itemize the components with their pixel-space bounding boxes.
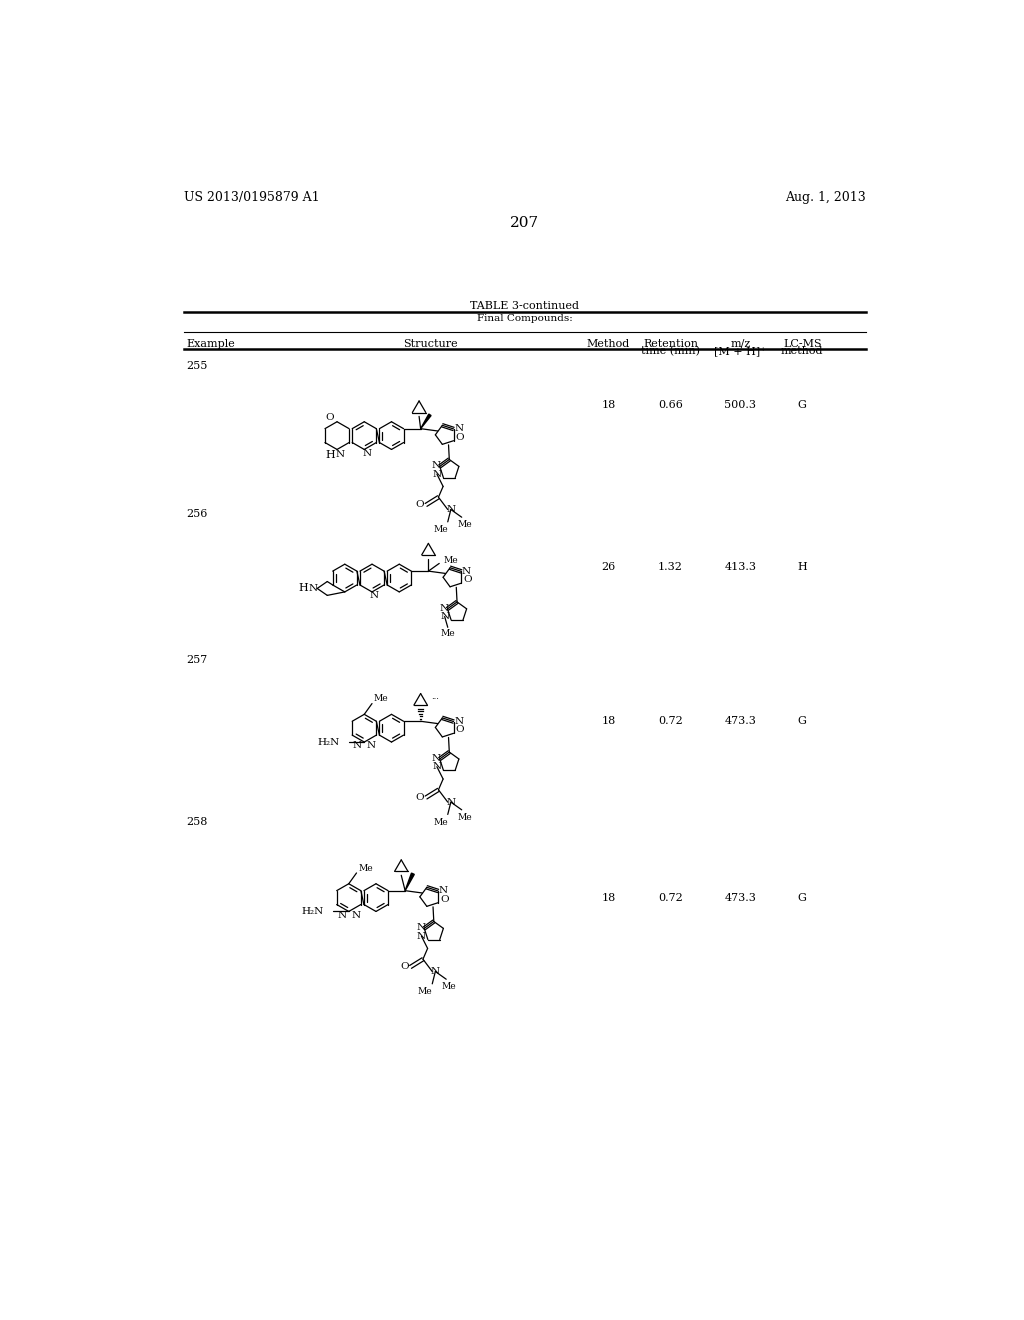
Text: N: N [431, 754, 440, 763]
Text: G: G [798, 400, 807, 409]
Text: 207: 207 [510, 216, 540, 230]
Text: G: G [798, 715, 807, 726]
Text: Method: Method [587, 339, 630, 350]
Text: Me: Me [443, 556, 459, 565]
Text: 26: 26 [601, 561, 615, 572]
Text: Structure: Structure [402, 339, 458, 350]
Text: method: method [781, 346, 823, 356]
Text: 255: 255 [186, 360, 208, 371]
Text: 256: 256 [186, 508, 208, 519]
Text: N: N [416, 923, 425, 932]
Text: 473.3: 473.3 [724, 892, 756, 903]
Text: 0.66: 0.66 [658, 400, 683, 409]
Text: N: N [446, 797, 456, 807]
Text: 500.3: 500.3 [724, 400, 757, 409]
Text: 257: 257 [186, 655, 208, 665]
Text: Me: Me [418, 987, 432, 997]
Text: O: O [464, 576, 472, 583]
Text: 18: 18 [601, 400, 615, 409]
Text: O: O [400, 962, 409, 972]
Text: Me: Me [458, 813, 472, 822]
Text: N: N [462, 566, 471, 576]
Text: G: G [798, 892, 807, 903]
Text: N: N [454, 424, 463, 433]
Text: Retention: Retention [643, 339, 698, 348]
Text: N: N [362, 449, 371, 458]
Text: N: N [432, 470, 441, 479]
Text: 258: 258 [186, 817, 208, 826]
Text: m/z: m/z [730, 339, 751, 348]
Text: Me: Me [358, 863, 373, 873]
Text: Me: Me [374, 694, 388, 704]
Text: N: N [417, 932, 426, 941]
Text: O: O [456, 433, 465, 442]
Text: N: N [336, 450, 345, 459]
Text: N: N [446, 506, 456, 513]
Text: H: H [326, 450, 336, 459]
Text: N: N [337, 911, 346, 920]
Text: N: N [352, 742, 361, 750]
Text: N: N [440, 612, 450, 620]
Text: N: N [309, 583, 317, 593]
Text: N: N [454, 717, 463, 726]
Text: N: N [431, 968, 440, 975]
Text: N: N [351, 911, 360, 920]
Text: Final Compounds:: Final Compounds: [477, 314, 572, 323]
Text: Aug. 1, 2013: Aug. 1, 2013 [785, 191, 866, 203]
Text: H₂N: H₂N [302, 907, 324, 916]
Text: Me: Me [433, 525, 449, 535]
Text: 413.3: 413.3 [724, 561, 757, 572]
Text: N: N [370, 591, 379, 601]
Text: 18: 18 [601, 715, 615, 726]
Text: H: H [298, 583, 308, 594]
Text: 0.72: 0.72 [658, 715, 683, 726]
Text: N: N [367, 742, 376, 750]
Text: O: O [416, 500, 424, 510]
Text: O: O [416, 793, 424, 803]
Text: N: N [438, 886, 447, 895]
Text: Me: Me [442, 982, 457, 991]
Text: 0.72: 0.72 [658, 892, 683, 903]
Text: 473.3: 473.3 [724, 715, 756, 726]
Polygon shape [406, 873, 415, 891]
Text: Example: Example [186, 339, 234, 350]
Text: US 2013/0195879 A1: US 2013/0195879 A1 [183, 191, 319, 203]
Text: ...: ... [431, 693, 439, 701]
Text: N: N [439, 603, 449, 612]
Text: H: H [798, 561, 807, 572]
Text: 18: 18 [601, 892, 615, 903]
Text: O: O [456, 725, 465, 734]
Polygon shape [421, 414, 431, 429]
Text: Me: Me [433, 817, 449, 826]
Text: Me: Me [458, 520, 472, 529]
Text: time (min): time (min) [641, 346, 700, 356]
Text: Me: Me [440, 630, 455, 638]
Text: LC-MS: LC-MS [783, 339, 821, 348]
Text: H₂N: H₂N [317, 738, 340, 747]
Text: [M + H]⁺: [M + H]⁺ [715, 346, 766, 356]
Text: 1.32: 1.32 [658, 561, 683, 572]
Text: O: O [326, 413, 335, 421]
Text: N: N [431, 461, 440, 470]
Text: TABLE 3-continued: TABLE 3-continued [470, 301, 580, 310]
Text: O: O [440, 895, 449, 904]
Text: N: N [432, 762, 441, 771]
